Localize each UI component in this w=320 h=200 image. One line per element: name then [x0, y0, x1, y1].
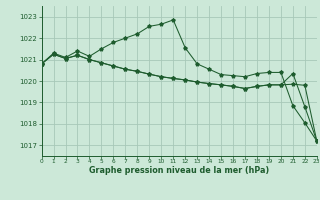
X-axis label: Graphe pression niveau de la mer (hPa): Graphe pression niveau de la mer (hPa) [89, 166, 269, 175]
